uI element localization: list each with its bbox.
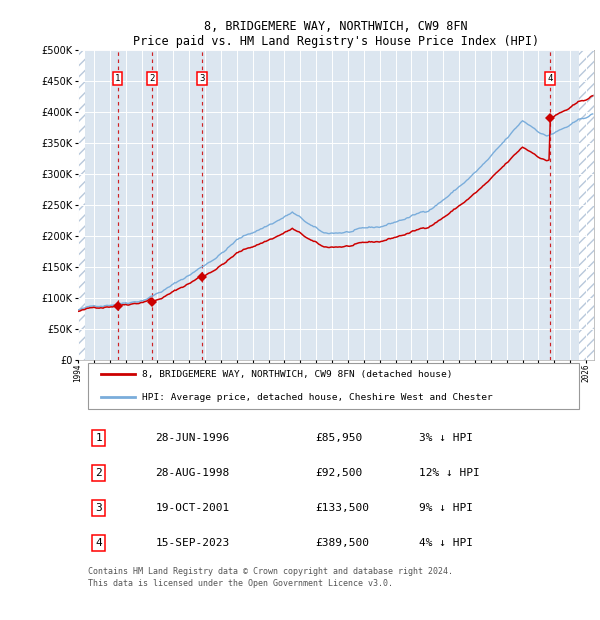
Text: 1: 1 [95, 433, 102, 443]
Text: 4: 4 [547, 74, 553, 83]
Text: 2: 2 [95, 468, 102, 478]
Text: 19-OCT-2001: 19-OCT-2001 [155, 503, 230, 513]
Text: 4: 4 [95, 538, 102, 548]
Text: 12% ↓ HPI: 12% ↓ HPI [419, 468, 479, 478]
Text: 3: 3 [199, 74, 205, 83]
Text: 15-SEP-2023: 15-SEP-2023 [155, 538, 230, 548]
Text: HPI: Average price, detached house, Cheshire West and Chester: HPI: Average price, detached house, Ches… [143, 393, 493, 402]
Text: 3: 3 [95, 503, 102, 513]
Text: £133,500: £133,500 [316, 503, 370, 513]
Text: £92,500: £92,500 [316, 468, 362, 478]
Text: £389,500: £389,500 [316, 538, 370, 548]
Text: 2: 2 [149, 74, 155, 83]
Text: 9% ↓ HPI: 9% ↓ HPI [419, 503, 473, 513]
Text: 1: 1 [115, 74, 120, 83]
Text: Contains HM Land Registry data © Crown copyright and database right 2024.
This d: Contains HM Land Registry data © Crown c… [88, 567, 454, 588]
Text: 28-JUN-1996: 28-JUN-1996 [155, 433, 230, 443]
Text: 28-AUG-1998: 28-AUG-1998 [155, 468, 230, 478]
FancyBboxPatch shape [88, 363, 578, 409]
Text: 8, BRIDGEMERE WAY, NORTHWICH, CW9 8FN (detached house): 8, BRIDGEMERE WAY, NORTHWICH, CW9 8FN (d… [143, 370, 453, 379]
Text: £85,950: £85,950 [316, 433, 362, 443]
Title: 8, BRIDGEMERE WAY, NORTHWICH, CW9 8FN
Price paid vs. HM Land Registry's House Pr: 8, BRIDGEMERE WAY, NORTHWICH, CW9 8FN Pr… [133, 20, 539, 48]
Text: 3% ↓ HPI: 3% ↓ HPI [419, 433, 473, 443]
Text: 4% ↓ HPI: 4% ↓ HPI [419, 538, 473, 548]
